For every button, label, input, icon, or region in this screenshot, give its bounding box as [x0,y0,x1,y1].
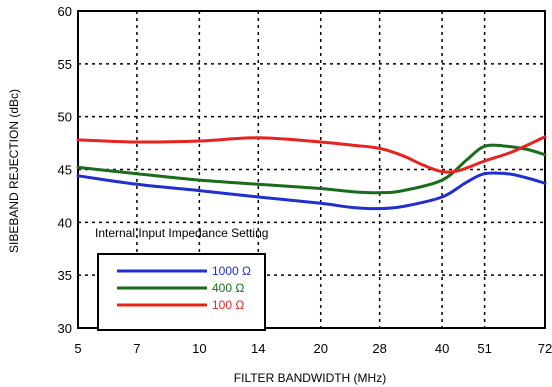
x-tick-label: 10 [192,341,206,356]
x-axis-label: FILTER BANDWIDTH (MHz) [234,371,386,385]
legend: Internal Input Impedance Setting 1000 Ω 4… [95,226,268,331]
y-tick-label: 50 [58,110,72,125]
x-tick-label: 7 [133,341,140,356]
legend-title: Internal Input Impedance Setting [95,226,268,240]
x-tick-label: 51 [477,341,491,356]
legend-box [97,253,266,331]
x-tick-label: 40 [435,341,449,356]
y-tick-label: 55 [58,57,72,72]
series-layer [76,135,547,211]
y-tick-label: 60 [58,4,72,19]
y-tick-labels: 30 35 40 45 50 55 60 [58,4,72,336]
legend-label: 1000 Ω [212,264,251,278]
x-tick-label: 28 [372,341,386,356]
y-tick-label: 35 [58,268,72,283]
series-line [76,143,547,195]
x-tick-label: 5 [74,341,81,356]
x-tick-label: 20 [313,341,327,356]
legend-label: 100 Ω [212,298,244,312]
y-tick-label: 30 [58,321,72,336]
plot-frame [77,10,546,329]
y-axis-label: SIBEBAND REJECTION (dBc) [7,89,21,253]
x-tick-labels: 5 7 10 14 20 28 40 51 72 [74,341,552,356]
legend-items: 1000 Ω 400 Ω 100 Ω [117,264,251,312]
x-tick-label: 72 [538,341,552,356]
y-tick-label: 40 [58,215,72,230]
legend-label: 400 Ω [212,281,244,295]
x-tick-label: 14 [251,341,265,356]
series-line [76,171,547,211]
series-line [76,135,547,174]
y-tick-label: 45 [58,163,72,178]
